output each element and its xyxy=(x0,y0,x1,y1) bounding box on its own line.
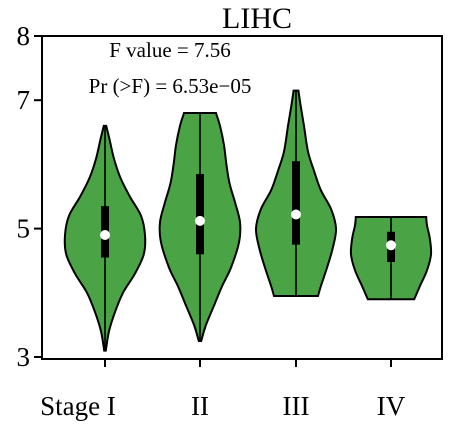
violin-group-1 xyxy=(63,124,147,352)
x-tick-label: IV xyxy=(377,391,406,421)
iqr-box xyxy=(292,161,300,245)
pr-annotation: Pr (>F) = 6.53e−05 xyxy=(89,74,252,98)
median-dot xyxy=(100,230,110,241)
median-dot xyxy=(386,240,396,251)
violin-group-3 xyxy=(254,89,338,298)
median-dot xyxy=(291,209,301,220)
y-tick-label: 5 xyxy=(17,214,31,244)
x-tick-label: III xyxy=(283,391,310,421)
plot-frame xyxy=(41,35,443,360)
violins-layer xyxy=(63,89,433,352)
violin-group-2 xyxy=(158,112,242,342)
x-axis: Stage I II III IV xyxy=(40,359,406,421)
f-value-annotation: F value = 7.56 xyxy=(109,38,231,62)
iqr-box xyxy=(196,174,204,255)
median-dot xyxy=(195,215,205,226)
y-tick-label: 7 xyxy=(17,85,31,115)
x-tick-label: Stage I xyxy=(40,391,116,421)
chart-title: LIHC xyxy=(222,2,292,35)
y-tick-label: 8 xyxy=(17,21,31,51)
y-axis: 3 5 7 8 xyxy=(17,21,42,372)
x-tick-label: II xyxy=(191,391,209,421)
violin-group-4 xyxy=(349,216,433,301)
y-tick-label: 3 xyxy=(17,342,31,372)
